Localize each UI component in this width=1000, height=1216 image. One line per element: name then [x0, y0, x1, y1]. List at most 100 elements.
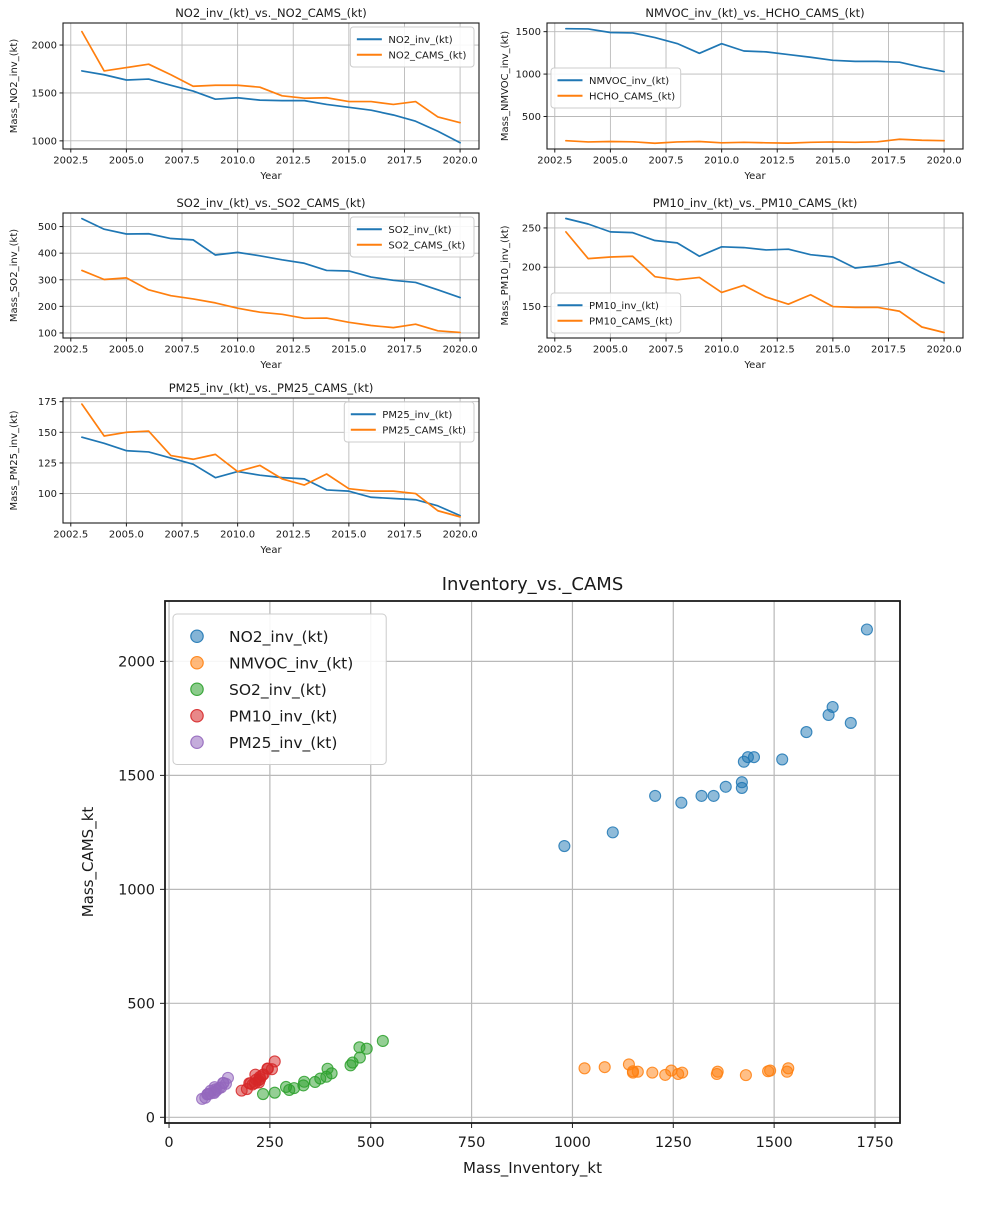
- data-point: [578, 1062, 591, 1075]
- x-tick-label: 1250: [655, 1135, 692, 1151]
- series-line-PM10_inv_(kt): [565, 217, 945, 284]
- legend-label: NMVOC_inv_(kt): [589, 76, 669, 87]
- legend: NMVOC_inv_(kt) HCHO_CAMS_(kt): [550, 67, 682, 109]
- y-tick-label: 125: [38, 458, 57, 469]
- data-point: [558, 839, 571, 853]
- series-points-NO2_inv_(kt): [558, 623, 873, 853]
- data-point: [649, 789, 662, 802]
- data-point: [672, 1067, 685, 1081]
- data-point: [739, 1069, 752, 1082]
- legend-label: SO2_inv_(kt): [388, 225, 451, 236]
- legend: NO2_inv_(kt) NMVOC_inv_(kt) SO2_inv_(kt) PM…: [172, 613, 387, 765]
- data-point: [598, 1061, 611, 1074]
- x-tick-label: 2010.0: [704, 345, 739, 356]
- x-tick-label: 2015.0: [331, 345, 366, 356]
- pm10-comparison-svg: 2002.5 2005.0 2007.5 2010.0 2012.5 2015.0 2017…: [500, 196, 964, 371]
- legend-label: PM25_inv_(kt): [382, 410, 452, 421]
- plot-border: [546, 22, 964, 150]
- x-tick-label: 2002.5: [537, 345, 572, 356]
- axis-ticks: 2002.5 2005.0 2007.5 2010.0 2012.5 2015.0 2017…: [522, 223, 962, 355]
- data-point: [606, 826, 619, 839]
- x-tick-label: 2020.0: [927, 156, 962, 167]
- legend-box: [172, 613, 387, 765]
- x-tick-label: 500: [357, 1135, 385, 1151]
- series-points-PM25_inv_(kt): [196, 1071, 234, 1105]
- legend-label: NO2_inv_(kt): [229, 628, 329, 647]
- data-point: [707, 789, 720, 802]
- inventory-vs-cams-scatter-chart: 0 250 500 750 1000 1250 1500 1750 0 500 1000 1500 20…: [60, 568, 940, 1190]
- x-tick-label: 0: [164, 1135, 173, 1151]
- x-tick-label: 2007.5: [165, 345, 200, 356]
- y-tick-label: 500: [522, 112, 541, 123]
- legend-label: PM10_inv_(kt): [229, 707, 337, 726]
- data-point: [268, 1086, 281, 1099]
- y-tick-label: 1000: [516, 70, 541, 81]
- so2-line-chart: 2002.5 2005.0 2007.5 2010.0 2012.5 2015.0 2017…: [0, 190, 500, 375]
- pm25-comparison-svg: 2002.5 2005.0 2007.5 2010.0 2012.5 2015.0 2017…: [9, 381, 480, 556]
- y-axis-label: Mass_NO2_inv_(kt): [9, 39, 20, 134]
- y-tick-label: 150: [522, 302, 541, 313]
- data-point: [800, 726, 813, 739]
- x-tick-label: 2002.5: [53, 156, 88, 167]
- data-point: [719, 780, 732, 793]
- x-tick-label: 2005.0: [109, 345, 144, 356]
- x-tick-label: 2010.0: [704, 156, 739, 167]
- y-tick-label: 2000: [32, 41, 57, 52]
- legend-marker: [190, 682, 204, 697]
- legend-box: [343, 401, 475, 443]
- x-tick-label: 2007.5: [165, 530, 200, 541]
- y-tick-label: 200: [522, 263, 541, 274]
- legend-label: HCHO_CAMS_(kt): [589, 91, 675, 102]
- series-points-NMVOC_inv_(kt): [578, 1058, 795, 1082]
- legend-label: PM10_CAMS_(kt): [589, 316, 673, 327]
- y-tick-label: 500: [38, 222, 57, 233]
- y-tick-label: 100: [38, 489, 57, 500]
- data-point: [279, 1080, 293, 1094]
- axis-ticks: 2002.5 2005.0 2007.5 2010.0 2012.5 2015.0 2017…: [38, 222, 478, 355]
- data-point: [675, 796, 688, 809]
- legend-label: NO2_CAMS_(kt): [388, 50, 466, 61]
- y-tick-label: 250: [522, 223, 541, 234]
- x-tick-label: 2005.0: [593, 345, 628, 356]
- y-tick-label: 2000: [118, 654, 155, 670]
- x-tick-label: 2007.5: [649, 345, 684, 356]
- chart-title: PM25_inv_(kt)_vs._PM25_CAMS_(kt): [169, 381, 374, 395]
- legend-box: [349, 26, 475, 68]
- inventory-vs-cams-scatter-svg: 0 250 500 750 1000 1250 1500 1750 0 500 1000 1500 20…: [79, 574, 901, 1178]
- plot-border: [546, 212, 964, 339]
- y-tick-label: 300: [38, 275, 57, 286]
- x-tick-label: 2005.0: [109, 156, 144, 167]
- series-line-NO2_CAMS_(kt): [81, 30, 461, 124]
- legend: SO2_inv_(kt) SO2_CAMS_(kt): [349, 216, 475, 258]
- legend-label: NO2_inv_(kt): [388, 35, 452, 46]
- series-line-PM25_inv_(kt): [81, 436, 461, 517]
- x-tick-label: 2020.0: [927, 345, 962, 356]
- data-point: [762, 1065, 775, 1078]
- chart-title: SO2_inv_(kt)_vs._SO2_CAMS_(kt): [177, 196, 366, 210]
- x-tick-label: 2020.0: [443, 530, 478, 541]
- x-tick-label: 2007.5: [165, 156, 200, 167]
- axis-ticks: 2002.5 2005.0 2007.5 2010.0 2012.5 2015.0 2017…: [516, 27, 962, 166]
- data-point: [659, 1068, 672, 1081]
- x-tick-label: 2017.5: [387, 530, 422, 541]
- x-tick-label: 2010.0: [220, 530, 255, 541]
- data-point: [309, 1075, 322, 1089]
- x-axis-label: Year: [743, 171, 766, 182]
- nmvoc-line-chart: 2002.5 2005.0 2007.5 2010.0 2012.5 2015.0 2017…: [500, 0, 1000, 186]
- data-point: [235, 1084, 248, 1097]
- x-tick-label: 2020.0: [443, 345, 478, 356]
- y-axis-label: Mass_PM25_inv_(kt): [9, 410, 20, 510]
- x-tick-label: 2002.5: [537, 156, 572, 167]
- x-tick-label: 1500: [756, 1135, 793, 1151]
- legend-box: [349, 216, 475, 258]
- plot-border: [62, 397, 480, 524]
- data-point: [860, 623, 873, 636]
- legend-label: SO2_inv_(kt): [229, 681, 327, 700]
- x-tick-label: 2005.0: [109, 530, 144, 541]
- data-point: [196, 1092, 209, 1105]
- y-tick-label: 0: [146, 1110, 155, 1126]
- series-line-PM10_CAMS_(kt): [565, 231, 945, 334]
- data-point: [646, 1066, 659, 1079]
- legend-marker: [190, 629, 204, 644]
- y-axis-label: Mass_PM10_inv_(kt): [500, 225, 511, 325]
